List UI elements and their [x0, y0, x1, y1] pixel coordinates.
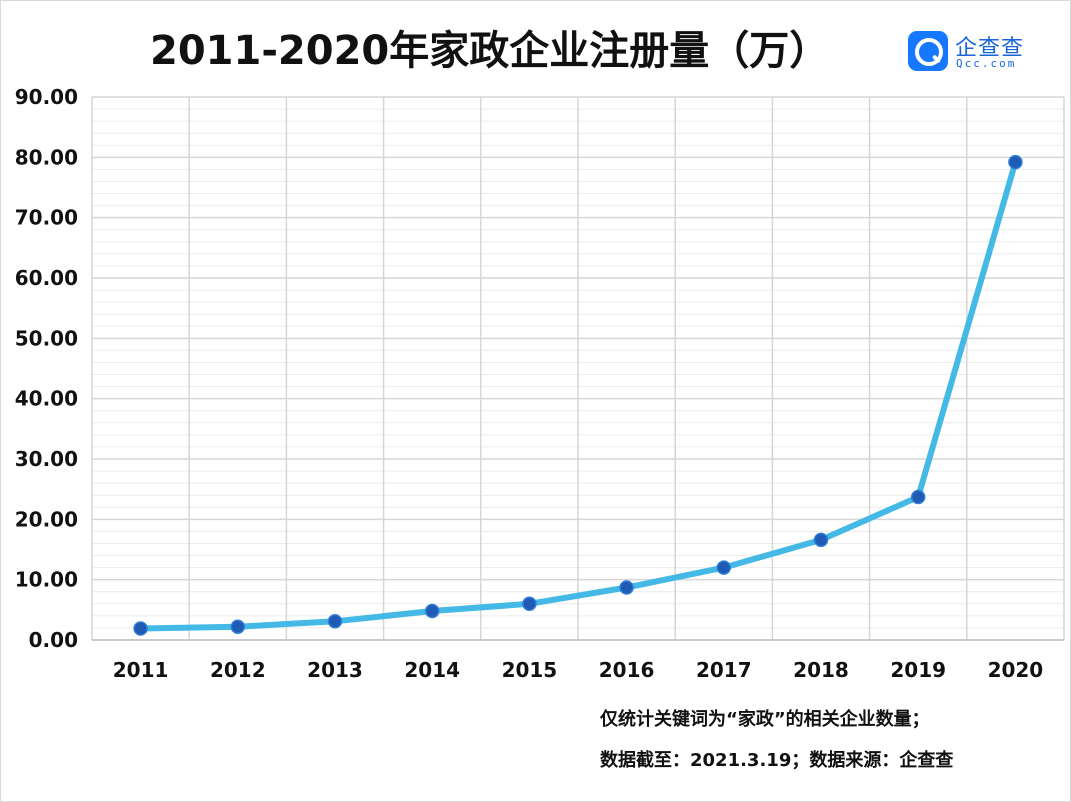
- data-point: [230, 619, 246, 634]
- y-tick-label: 60.00: [15, 266, 78, 290]
- footnote-source: 数据截至：2021.3.19；数据来源：企查查: [600, 750, 954, 771]
- data-point: [522, 596, 537, 612]
- data-point: [619, 580, 634, 595]
- logo-subtext: Qcc.com: [956, 57, 1017, 70]
- data-point: [910, 489, 926, 505]
- series-line-group: [137, 159, 1019, 632]
- y-tick-label: 20.00: [15, 507, 78, 531]
- data-point: [1008, 154, 1023, 170]
- qcc-search-icon: [908, 31, 948, 71]
- x-tick-label: 2016: [599, 658, 655, 682]
- data-point: [133, 621, 148, 636]
- y-tick-label: 10.00: [15, 568, 78, 592]
- x-tick-label: 2019: [890, 658, 946, 682]
- qcc-logo: 企查查 Qcc.com: [908, 30, 1043, 72]
- y-tick-label: 30.00: [15, 447, 78, 471]
- x-tick-label: 2012: [210, 658, 266, 682]
- x-tick-label: 2014: [404, 658, 460, 682]
- y-tick-label: 40.00: [15, 387, 78, 411]
- footnote-scope: 仅统计关键词为“家政”的相关企业数量；: [600, 709, 930, 730]
- data-point: [327, 614, 343, 629]
- data-point: [813, 532, 829, 548]
- chart-title: 2011-2020年家政企业注册量（万）: [150, 28, 830, 74]
- series-markers: [133, 154, 1023, 636]
- y-tick-label: 90.00: [15, 85, 78, 109]
- data-point: [716, 560, 732, 575]
- x-tick-label: 2017: [696, 658, 752, 682]
- x-tick-label: 2011: [113, 658, 169, 682]
- y-tick-label: 70.00: [15, 206, 78, 230]
- vertical-gridlines: [91, 97, 1065, 641]
- y-tick-label: 0.00: [29, 628, 78, 652]
- y-axis: 0.00 10.00 20.00 30.00 40.00 50.00 60.00 70.00 8…: [15, 85, 78, 652]
- x-tick-label: 2015: [502, 658, 558, 682]
- x-axis: 2011 2012 2013 2014 2015 2016 2017 2018 2019 2020: [113, 658, 1043, 682]
- y-tick-label: 50.00: [15, 326, 78, 350]
- data-point: [424, 603, 440, 619]
- series-line: [137, 159, 1019, 632]
- logo-text: 企查查: [955, 36, 1025, 61]
- x-tick-label: 2020: [988, 658, 1044, 682]
- x-tick-label: 2018: [793, 658, 849, 682]
- x-tick-label: 2013: [307, 658, 363, 682]
- y-tick-label: 80.00: [15, 145, 78, 169]
